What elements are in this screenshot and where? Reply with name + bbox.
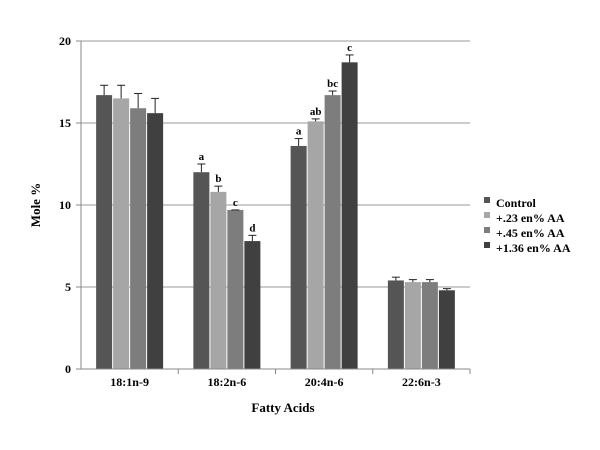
legend-label: Control xyxy=(496,196,536,210)
error-bars xyxy=(100,54,451,291)
bar--1-36-en-aa-22-6n-3 xyxy=(438,290,455,369)
legend-swatch xyxy=(484,197,490,203)
bar-control-18-2n-6 xyxy=(193,172,210,369)
significance-label: a xyxy=(199,151,205,163)
y-tick-label: 20 xyxy=(59,34,71,48)
bars xyxy=(96,62,455,370)
significance-label: a xyxy=(296,126,302,138)
bar-control-18-1n-9 xyxy=(96,95,113,370)
bar--45-en-aa-20-4n-6 xyxy=(324,95,341,370)
significance-label: c xyxy=(233,197,238,209)
bar--23-en-aa-18-1n-9 xyxy=(113,98,130,370)
legend-label: +.23 en% AA xyxy=(496,211,565,225)
y-tick-label: 10 xyxy=(59,198,71,212)
bar--1-36-en-aa-18-2n-6 xyxy=(244,241,261,369)
bar-control-22-6n-3 xyxy=(387,280,404,369)
significance-label: bc xyxy=(327,78,338,90)
bar--23-en-aa-20-4n-6 xyxy=(307,121,324,369)
bar--45-en-aa-22-6n-3 xyxy=(421,282,438,369)
bar-control-20-4n-6 xyxy=(290,145,307,369)
bar--45-en-aa-18-2n-6 xyxy=(227,209,244,369)
x-tick-label: 20:4n-6 xyxy=(305,375,344,389)
y-tick-labels: 0 5 10 15 20 xyxy=(59,34,81,376)
significance-label: b xyxy=(215,173,221,185)
x-tick-label: 18:1n-9 xyxy=(110,375,149,389)
legend-swatch xyxy=(484,212,490,218)
x-tick-labels: 18:1n-9 18:2n-6 20:4n-6 22:6n-3 xyxy=(110,369,471,389)
significance-label: ab xyxy=(310,106,322,118)
bar--23-en-aa-22-6n-3 xyxy=(404,282,421,369)
x-tick-label: 22:6n-3 xyxy=(402,375,441,389)
bar--1-36-en-aa-18-1n-9 xyxy=(147,113,164,369)
bar--45-en-aa-18-1n-9 xyxy=(130,108,147,370)
x-axis-title: Fatty Acids xyxy=(251,400,314,415)
legend-label: +1.36 en% AA xyxy=(496,241,571,255)
legend-swatch xyxy=(484,227,490,233)
x-tick-label: 18:2n-6 xyxy=(208,375,247,389)
bar--1-36-en-aa-20-4n-6 xyxy=(341,62,358,369)
y-tick-label: 0 xyxy=(65,362,71,376)
significance-label: d xyxy=(249,222,255,234)
legend-swatch xyxy=(484,242,490,248)
bar--23-en-aa-18-2n-6 xyxy=(210,191,227,369)
significance-label: c xyxy=(347,42,352,54)
y-axis-title: Mole % xyxy=(28,183,43,227)
y-tick-label: 15 xyxy=(59,116,71,130)
legend-label: +.45 en% AA xyxy=(496,226,565,240)
y-tick-label: 5 xyxy=(65,280,71,294)
legend: Control+.23 en% AA+.45 en% AA+1.36 en% A… xyxy=(484,196,571,255)
